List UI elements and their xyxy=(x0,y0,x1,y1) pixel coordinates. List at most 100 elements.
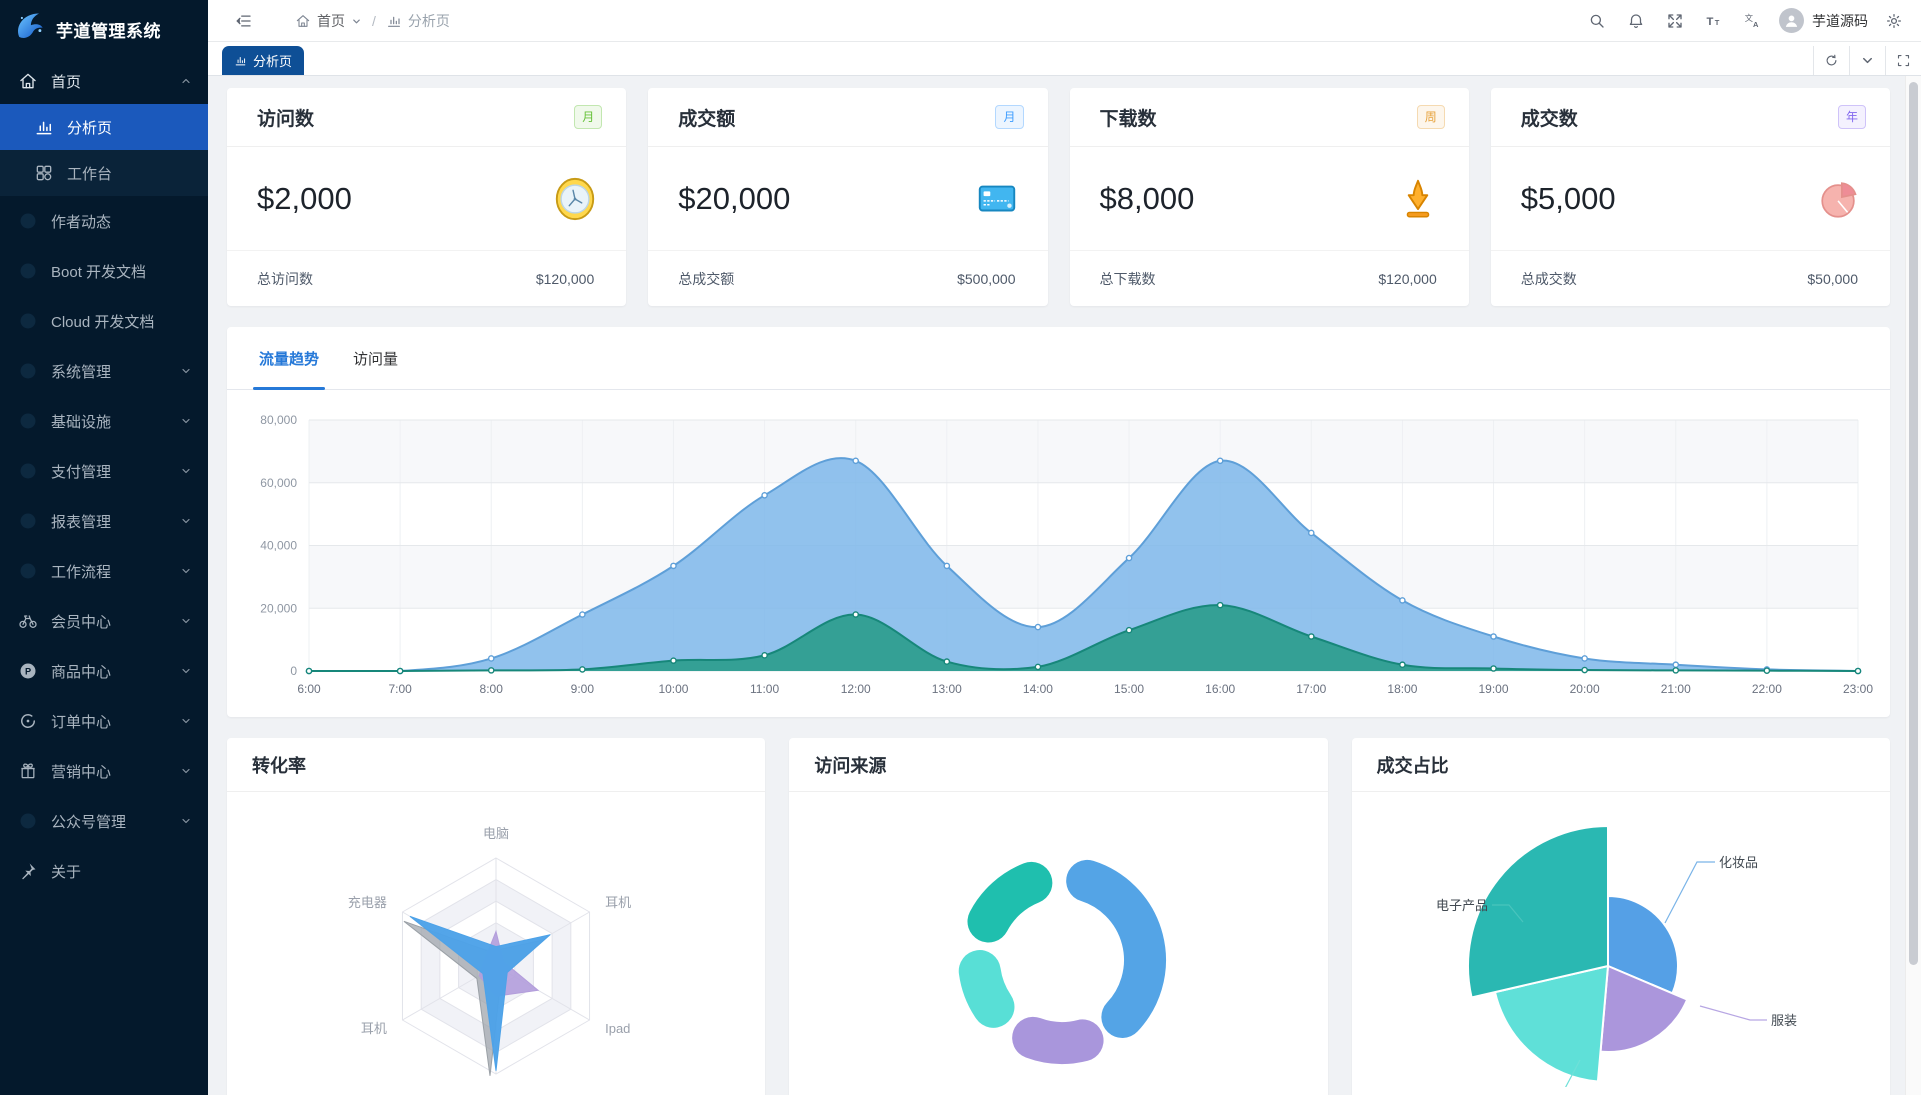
sidebar-item[interactable]: 会员中心 xyxy=(0,596,208,646)
sidebar-item[interactable]: 公众号管理 xyxy=(0,796,208,846)
panel-header: 成交占比 xyxy=(1351,738,1890,792)
chart-icon xyxy=(386,13,402,29)
sidebar-item[interactable]: 订单中心 xyxy=(0,696,208,746)
sidebar-item-label: 系统管理 xyxy=(51,363,112,381)
sidebar-item[interactable]: 首页 xyxy=(0,58,208,104)
stat-card-footer-value: $50,000 xyxy=(1807,270,1858,287)
stat-card-body: $2,000 xyxy=(227,147,626,250)
svg-text:耳机: 耳机 xyxy=(605,895,631,910)
stat-card-title: 成交数 xyxy=(1520,108,1578,130)
breadcrumb: 首页 / 分析页 xyxy=(295,11,450,31)
pie-icon xyxy=(1816,176,1862,222)
scrollbar-thumb[interactable] xyxy=(1909,82,1918,965)
panel-title: 访问来源 xyxy=(814,755,887,776)
sidebar-collapse-button[interactable] xyxy=(231,8,257,34)
sidebar-item[interactable]: 工作台 xyxy=(0,150,208,196)
sidebar-item-label: 会员中心 xyxy=(51,613,112,631)
order-icon xyxy=(18,711,38,731)
stat-card-footer: 总访问数 $120,000 xyxy=(227,250,627,306)
content-area: 访问数 月 $2,000 总访问数 $120,000 成交额 月 $20,000 总成交额 $50… xyxy=(208,76,1905,1095)
panel-header: 访问来源 xyxy=(789,738,1328,792)
search-icon[interactable] xyxy=(1584,8,1610,34)
dot-icon xyxy=(18,361,38,381)
sidebar-item-label: Cloud 开发文档 xyxy=(51,313,155,331)
svg-text:9:00: 9:00 xyxy=(571,682,595,696)
svg-text:16:00: 16:00 xyxy=(1205,682,1235,696)
svg-text:电子产品: 电子产品 xyxy=(1436,898,1488,913)
pin-icon xyxy=(18,861,38,881)
bell-icon[interactable] xyxy=(1623,8,1649,34)
deal-share-panel: 成交占比 化妆品 服装 电子产品 xyxy=(1351,738,1890,1095)
username[interactable]: 芋道源码 xyxy=(1812,12,1868,29)
svg-text:21:00: 21:00 xyxy=(1661,682,1691,696)
deal-share-rose-chart: 化妆品 服装 电子产品 xyxy=(1352,792,1890,1095)
stat-card-value: $2,000 xyxy=(257,180,352,216)
stat-card-footer-label: 总成交额 xyxy=(678,270,735,287)
chevron-down-icon[interactable] xyxy=(351,13,362,29)
chevron-down-icon[interactable] xyxy=(1849,46,1885,75)
dot-icon xyxy=(18,561,38,581)
sidebar-item[interactable]: 营销中心 xyxy=(0,746,208,796)
breadcrumb-root[interactable]: 首页 xyxy=(317,12,345,29)
bank-card-icon xyxy=(974,176,1020,222)
visit-source-panel: 访问来源 xyxy=(789,738,1328,1095)
stat-card-header: 访问数 月 xyxy=(227,88,627,147)
stat-card-footer-label: 总成交数 xyxy=(1520,270,1577,287)
sidebar-item[interactable]: Boot 开发文档 xyxy=(0,246,208,296)
sidebar-item-label: 作者动态 xyxy=(51,213,112,231)
sidebar-item-label: 工作流程 xyxy=(51,563,112,581)
sidebar-item-label: 公众号管理 xyxy=(51,813,127,831)
sidebar-item[interactable]: 报表管理 xyxy=(0,496,208,546)
tab-controls xyxy=(1813,46,1921,75)
maximize-icon[interactable] xyxy=(1885,46,1921,75)
svg-text:13:00: 13:00 xyxy=(932,682,962,696)
tab-visit-volume[interactable]: 访问量 xyxy=(353,350,399,368)
sidebar-item[interactable]: 分析页 xyxy=(0,104,208,150)
app-title: 芋道管理系统 xyxy=(56,21,161,41)
chevron-down-icon xyxy=(180,515,192,527)
panel-header: 转化率 xyxy=(227,738,766,792)
sidebar-item[interactable]: 基础设施 xyxy=(0,396,208,446)
sidebar-item[interactable]: 关于 xyxy=(0,846,208,896)
stat-card-title: 下载数 xyxy=(1099,108,1157,130)
period-badge: 月 xyxy=(995,105,1024,129)
refresh-icon[interactable] xyxy=(1813,46,1849,75)
sidebar-submenu: 分析页 工作台 xyxy=(0,104,208,196)
dot-icon xyxy=(18,261,38,281)
sidebar-item[interactable]: 作者动态 xyxy=(0,196,208,246)
tab-analysis-page[interactable]: 分析页 xyxy=(222,46,305,75)
home-icon[interactable] xyxy=(295,13,311,29)
stat-card-body: $5,000 xyxy=(1491,147,1890,250)
bike-icon xyxy=(18,611,38,631)
gift-icon xyxy=(18,761,38,781)
breadcrumb-separator: / xyxy=(372,12,376,29)
sidebar-menu: 首页 分析页 工作台作者动态 Boot 开发文档 Cloud 开发文档 系统管理基础设施支… xyxy=(0,58,208,896)
svg-text:0: 0 xyxy=(290,664,297,678)
panel-title: 转化率 xyxy=(252,755,306,776)
fullscreen-icon[interactable] xyxy=(1662,8,1688,34)
tab-traffic-trend[interactable]: 流量趋势 xyxy=(252,327,326,390)
svg-text:T: T xyxy=(1715,17,1720,26)
sidebar-item[interactable]: 支付管理 xyxy=(0,446,208,496)
chevron-down-icon xyxy=(180,365,192,377)
navbar-left: 首页 / 分析页 xyxy=(231,8,450,34)
sidebar-item[interactable]: 工作流程 xyxy=(0,546,208,596)
stat-card-value: $20,000 xyxy=(678,180,791,216)
period-badge: 周 xyxy=(1416,105,1445,129)
chevron-down-icon xyxy=(180,415,192,427)
home-icon xyxy=(18,71,38,91)
app-logo[interactable]: 芋道管理系统 xyxy=(0,0,208,58)
sidebar-item[interactable]: Cloud 开发文档 xyxy=(0,296,208,346)
svg-text:P: P xyxy=(25,666,31,676)
avatar[interactable] xyxy=(1779,8,1804,33)
svg-text:22:00: 22:00 xyxy=(1752,682,1782,696)
sidebar-item[interactable]: 系统管理 xyxy=(0,346,208,396)
settings-gear-icon[interactable] xyxy=(1881,8,1907,34)
sidebar-item[interactable]: P 商品中心 xyxy=(0,646,208,696)
period-badge: 年 xyxy=(1837,105,1866,129)
svg-text:14:00: 14:00 xyxy=(1023,682,1053,696)
dot-icon xyxy=(18,811,38,831)
